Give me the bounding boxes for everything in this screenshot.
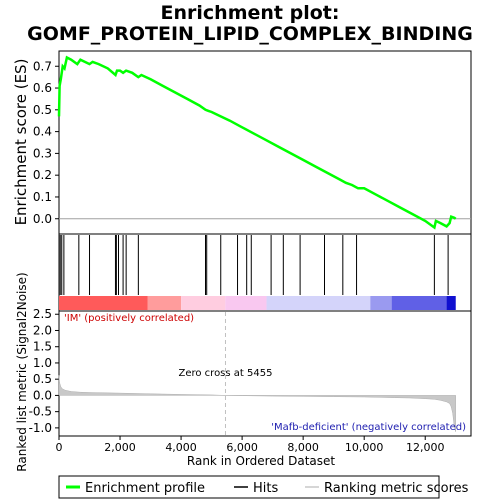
es-y-tick-label: 0.6 bbox=[33, 81, 52, 95]
metric-y-tick-label: 2.0 bbox=[33, 323, 52, 337]
metric-panel-frame bbox=[58, 310, 472, 437]
legend: Enrichment profile Hits Ranking metric sco… bbox=[66, 481, 469, 496]
x-tick-label: 4,000 bbox=[165, 441, 197, 454]
es-y-tick-label: 0.2 bbox=[33, 168, 52, 182]
x-tick-label: 6,000 bbox=[226, 441, 258, 454]
x-tick-label: 10,000 bbox=[345, 441, 384, 454]
metric-y-tick-label: -0.5 bbox=[29, 405, 52, 419]
legend-box bbox=[58, 475, 440, 499]
es-y-ticks: 0.0 0.1 0.2 0.3 0.4 0.5 0.6 0.7 bbox=[33, 59, 59, 226]
chart-title-line2: GOMF_PROTEIN_LIPID_COMPLEX_BINDING bbox=[27, 23, 473, 45]
color-band-segment bbox=[181, 296, 226, 310]
es-panel-frame bbox=[58, 50, 472, 235]
enrichment-profile-line bbox=[57, 55, 457, 230]
positive-correlation-label: 'IM' (positively correlated) bbox=[64, 313, 194, 324]
negative-correlation-label: 'Mafb-deficient' (negatively correlated) bbox=[271, 422, 466, 433]
metric-y-tick-label: 1.5 bbox=[33, 340, 52, 354]
color-band-segment bbox=[59, 296, 148, 310]
es-y-axis-label: Enrichment score (ES) bbox=[12, 59, 30, 226]
color-band-segment bbox=[225, 296, 267, 310]
legend-label: Ranking metric scores bbox=[324, 481, 469, 496]
es-y-tick-label: 0.3 bbox=[33, 146, 52, 160]
x-tick-label: 0 bbox=[56, 441, 63, 454]
legend-label: Hits bbox=[253, 481, 278, 496]
color-band-segment bbox=[391, 296, 447, 310]
zero-cross-label: Zero cross at 5455 bbox=[178, 368, 272, 379]
es-y-tick-label: 0.7 bbox=[33, 59, 52, 73]
metric-y-tick-label: 2.5 bbox=[33, 307, 52, 321]
ranking-metric-area bbox=[58, 375, 456, 432]
x-axis-label: Rank in Ordered Dataset bbox=[187, 454, 335, 468]
color-band-segment bbox=[266, 296, 371, 310]
metric-y-ticks: -1.0 -0.5 0.0 0.5 1.0 1.5 2.0 2.5 bbox=[29, 307, 59, 435]
hit-lines bbox=[59, 235, 449, 295]
es-y-tick-label: 0.1 bbox=[33, 190, 52, 204]
es-y-tick-label: 0.0 bbox=[33, 212, 52, 226]
metric-y-tick-label: -1.0 bbox=[29, 421, 52, 435]
rank-color-band bbox=[59, 296, 456, 310]
legend-label: Enrichment profile bbox=[85, 481, 205, 496]
color-band-segment bbox=[370, 296, 392, 310]
metric-y-axis-label: Ranked list metric (Signal2Noise) bbox=[15, 272, 29, 471]
x-tick-label: 8,000 bbox=[287, 441, 319, 454]
color-band-segment bbox=[147, 296, 182, 310]
metric-y-tick-label: 0.5 bbox=[33, 372, 52, 386]
metric-y-tick-label: 0.0 bbox=[33, 388, 52, 402]
x-axis-ticks: 0 2,000 4,000 6,000 8,000 10,000 12,000 bbox=[56, 436, 445, 454]
es-y-tick-label: 0.5 bbox=[33, 103, 52, 117]
chart-title-line1: Enrichment plot: bbox=[161, 2, 340, 24]
es-y-tick-label: 0.4 bbox=[33, 125, 52, 139]
color-band-segment bbox=[446, 296, 456, 310]
x-tick-label: 12,000 bbox=[406, 441, 445, 454]
metric-y-tick-label: 1.0 bbox=[33, 356, 52, 370]
x-tick-label: 2,000 bbox=[104, 441, 136, 454]
